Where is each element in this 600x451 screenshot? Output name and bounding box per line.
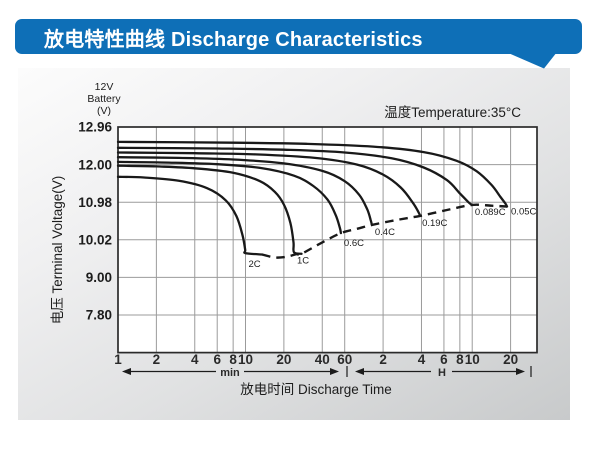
x-axis-title: 放电时间 Discharge Time <box>240 382 392 397</box>
x-tick-label: 20 <box>503 352 518 367</box>
range-arrow-head <box>122 368 131 375</box>
battery-unit-line1: 12V <box>95 81 114 93</box>
curve-0.089c <box>116 146 474 207</box>
curve-label-0.6c: 0.6C <box>344 238 364 249</box>
curve-label-0.19c: 0.19C <box>422 218 447 229</box>
range-arrow-head <box>330 368 339 375</box>
curve-label-2c: 2C <box>249 259 261 270</box>
battery-unit-label: 12V Battery (V) <box>87 81 121 117</box>
banner-tail <box>506 52 557 69</box>
curve-0.19c <box>116 151 422 218</box>
battery-unit-line3: (V) <box>97 105 111 117</box>
curve-label-0.089c: 0.089C <box>475 207 506 218</box>
curve-label-1c: 1C <box>297 255 309 266</box>
curve-label-0.05c: 0.05C <box>511 207 536 218</box>
curve-0.6c <box>116 160 343 235</box>
y-tick-label: 7.80 <box>86 308 112 323</box>
range-arrow-head <box>516 368 525 375</box>
x-tick-label: 60 <box>337 352 352 367</box>
x-tick-label: 10 <box>238 352 253 367</box>
curve-0.4c <box>116 156 374 227</box>
x-tick-label: 4 <box>418 352 426 367</box>
y-tick-label: 9.00 <box>86 270 112 285</box>
x-tick-label: 6 <box>440 352 448 367</box>
y-tick-label: 12.00 <box>78 157 112 172</box>
curve-2c <box>116 175 264 256</box>
x-tick-label: 10 <box>465 352 480 367</box>
y-tick-label: 10.98 <box>78 195 112 210</box>
banner-background <box>15 19 582 54</box>
x-tick-label: 8 <box>229 352 237 367</box>
y-tick-label: 12.96 <box>78 120 112 135</box>
x-tick-label: 8 <box>456 352 464 367</box>
header-banner: 放电特性曲线 Discharge Characteristics <box>15 19 582 69</box>
x-tick-label: 2 <box>379 352 387 367</box>
x-tick-label: 40 <box>315 352 330 367</box>
y-axis-title: 电压 Terminal Voltage(V) <box>50 176 65 325</box>
min-range-label: min <box>220 367 240 379</box>
curve-0.05c <box>116 140 509 208</box>
range-arrow-head <box>355 368 364 375</box>
x-tick-label: 20 <box>276 352 291 367</box>
hour-range-label: H <box>438 367 446 379</box>
y-tick-label: 10.02 <box>78 233 112 248</box>
x-tick-label: 4 <box>191 352 199 367</box>
temperature-label: 温度Temperature:35°C <box>384 105 521 120</box>
battery-unit-line2: Battery <box>87 93 121 105</box>
capacity-dashed-line <box>261 203 508 259</box>
x-tick-label: 6 <box>213 352 221 367</box>
curve-label-0.4c: 0.4C <box>375 227 395 238</box>
x-tick-label: 2 <box>153 352 161 367</box>
curve-1c <box>116 164 303 255</box>
plot-border <box>117 126 538 354</box>
page-title: 放电特性曲线 Discharge Characteristics <box>43 27 423 51</box>
x-tick-label: 1 <box>114 352 122 367</box>
